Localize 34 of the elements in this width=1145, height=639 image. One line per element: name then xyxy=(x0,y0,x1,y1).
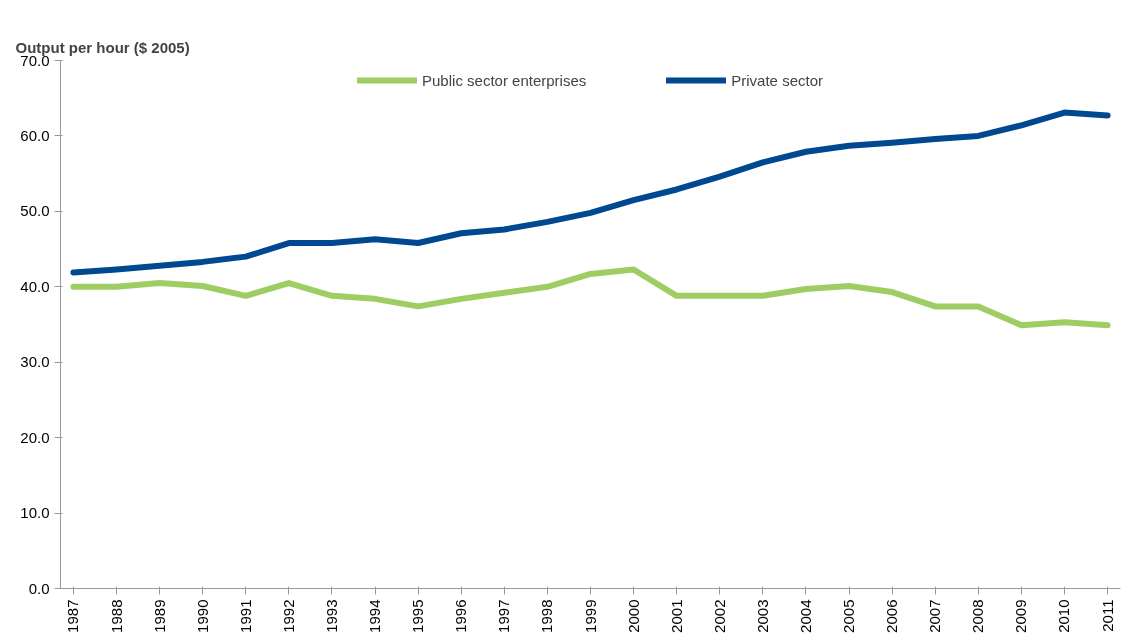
x-tick-label: 1999 xyxy=(581,599,599,633)
legend-label: Public sector enterprises xyxy=(422,71,587,89)
x-tick-label: 2008 xyxy=(969,599,987,633)
x-tick-label: 1997 xyxy=(495,599,513,633)
x-tick-label: 2003 xyxy=(753,599,771,633)
x-tick-label: 1995 xyxy=(409,599,427,633)
x-tick-label: 1996 xyxy=(452,599,470,633)
x-tick-label: 2007 xyxy=(926,599,944,633)
x-tick-label: 2011 xyxy=(1098,599,1116,632)
x-tick-label: 1998 xyxy=(538,599,556,633)
x-tick-label: 2006 xyxy=(883,599,901,633)
y-tick-label: 50.0 xyxy=(20,202,50,220)
x-tick-label: 1989 xyxy=(150,599,168,633)
y-tick-label: 10.0 xyxy=(20,504,50,522)
x-tick-label: 1988 xyxy=(107,599,125,633)
y-tick-label: 30.0 xyxy=(20,353,50,371)
x-tick-label: 1993 xyxy=(322,599,340,633)
x-tick-label: 1992 xyxy=(279,599,297,633)
x-tick-label: 1991 xyxy=(236,599,254,633)
x-tick-label: 2002 xyxy=(710,599,728,633)
x-tick-label: 2004 xyxy=(796,599,814,633)
x-tick-label: 2005 xyxy=(840,599,858,633)
x-tick-label: 1994 xyxy=(366,599,384,633)
x-tick-label: 2001 xyxy=(667,599,685,633)
x-tick-label: 2000 xyxy=(624,599,642,633)
y-tick-label: 0.0 xyxy=(28,579,50,597)
x-tick-label: 1987 xyxy=(64,599,82,633)
y-tick-label: 60.0 xyxy=(20,126,50,144)
y-tick-label: 20.0 xyxy=(20,428,50,446)
x-tick-label: 2010 xyxy=(1055,599,1073,633)
x-tick-label: 1990 xyxy=(193,599,211,633)
y-tick-label: 40.0 xyxy=(20,277,50,295)
x-tick-label: 2009 xyxy=(1012,599,1030,633)
legend-label: Private sector xyxy=(731,71,823,89)
